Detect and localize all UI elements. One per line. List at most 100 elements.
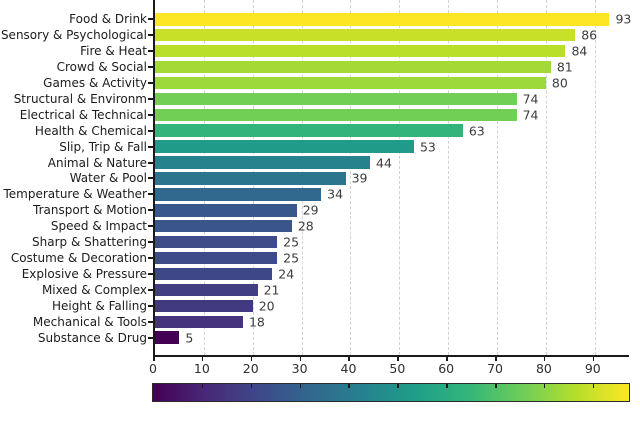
colorbar-tick-mark (446, 384, 448, 388)
y-tick-mark (148, 257, 153, 260)
bar (155, 188, 322, 201)
y-tick-mark (148, 81, 153, 84)
value-label: 39 (351, 170, 368, 186)
bar (155, 283, 258, 297)
bar-row: Sensory & Psychological 86 (1, 27, 629, 43)
x-tick-label: 80 (535, 361, 552, 376)
bar-row: Explosive & Pressure 24 (22, 267, 629, 282)
y-tick-mark (148, 288, 153, 291)
category-label: Fire & Heat (80, 44, 147, 59)
value-label: 29 (302, 202, 319, 218)
category-label: Structural & Environm (13, 91, 147, 106)
bar-row: Water & Pool 39 (70, 170, 629, 186)
category-label: Height & Falling (51, 298, 147, 313)
colorbar-tick-mark (250, 384, 253, 388)
bar (155, 204, 297, 217)
category-label: Slip, Trip & Fall (59, 139, 147, 154)
y-tick-mark (148, 273, 153, 275)
colorbar-tick-mark (495, 384, 497, 388)
gridline (399, 0, 401, 355)
value-label: 28 (297, 218, 314, 234)
gridline (448, 0, 450, 355)
bar-row: Sharp & Shattering 25 (32, 234, 629, 250)
colorbar-tick-mark (348, 384, 350, 388)
y-tick-mark (148, 304, 153, 307)
bar-row: Temperature & Weather 34 (3, 186, 629, 202)
colorbar-tick-mark (543, 384, 546, 388)
gridline (545, 0, 547, 355)
bar (155, 299, 253, 313)
bar (155, 235, 278, 249)
bar (155, 267, 273, 281)
bar (155, 251, 278, 265)
value-label: 25 (283, 234, 300, 250)
y-tick-mark (148, 97, 153, 100)
bar (155, 76, 546, 90)
category-label: Animal & Nature (47, 155, 147, 170)
gridline (594, 0, 596, 355)
category-label: Sharp & Shattering (32, 235, 147, 250)
x-tick-label: 40 (340, 361, 357, 376)
y-tick-mark (148, 18, 153, 21)
value-label: 34 (327, 186, 344, 202)
y-tick-mark (148, 177, 153, 180)
colorbar (152, 383, 630, 402)
x-tick-mark (592, 357, 595, 361)
y-tick-mark (148, 209, 153, 212)
x-tick-label: 30 (291, 361, 308, 376)
value-label: 63 (468, 123, 485, 139)
x-tick-label: 10 (193, 361, 210, 376)
value-label: 86 (581, 27, 598, 43)
y-tick-mark (148, 241, 153, 244)
bar-row: Substance & Drug 5 (38, 330, 629, 346)
value-label: 93 (615, 11, 632, 27)
category-label: Games & Activity (43, 75, 147, 90)
bar-row: Transport & Motion 29 (33, 202, 629, 218)
category-label: Food & Drink (69, 12, 147, 27)
y-tick-mark (148, 320, 153, 323)
category-label: Electrical & Technical (19, 107, 147, 122)
bar-row: Structural & Environm 74 (14, 91, 629, 107)
colorbar-tick-mark (397, 384, 399, 388)
bar (155, 172, 346, 185)
category-label: Mixed & Complex (41, 282, 147, 297)
bars-container: Food & Drink 93 Sensory & Psychological 86 F… (1, 11, 632, 346)
bar-row: Fire & Heat 84 (80, 44, 629, 59)
category-label: Water & Pool (69, 171, 147, 186)
bar-row: Mechanical & Tools 18 (33, 314, 629, 330)
bar (155, 140, 414, 153)
bar (155, 60, 551, 74)
bar-row: Electrical & Technical 74 (20, 107, 629, 122)
y-tick-mark (148, 34, 153, 37)
value-label: 25 (283, 250, 300, 266)
category-label: Mechanical & Tools (32, 314, 147, 329)
value-label: 74 (522, 91, 539, 107)
value-label: 5 (185, 330, 194, 346)
category-label: Substance & Drug (37, 330, 147, 345)
bar (155, 28, 576, 42)
bar-row: Health & Chemical 63 (35, 123, 629, 139)
bar-row: Speed & Impact 28 (51, 218, 629, 234)
x-tick-label: 20 (242, 361, 259, 376)
x-tick-mark (299, 357, 302, 361)
y-tick-mark (148, 225, 153, 228)
x-tick-mark (495, 357, 497, 361)
bar-row: Slip, Trip & Fall 53 (59, 139, 629, 154)
bar (155, 108, 517, 122)
category-label: Health & Chemical (34, 123, 147, 138)
y-tick-mark (148, 66, 153, 69)
x-tick-mark (348, 357, 350, 361)
bar (155, 219, 292, 233)
bar-row: Crowd & Social 81 (57, 60, 629, 75)
bar (155, 92, 517, 106)
value-label: 44 (376, 155, 392, 171)
y-tick-mark (148, 50, 153, 53)
category-label: Costume & Decoration (10, 251, 147, 266)
value-label: 18 (248, 314, 265, 330)
category-label: Speed & Impact (50, 219, 147, 234)
bar (155, 156, 370, 169)
bar-row: Games & Activity 80 (43, 75, 629, 90)
gridline (497, 0, 499, 355)
x-tick-mark (397, 357, 399, 361)
